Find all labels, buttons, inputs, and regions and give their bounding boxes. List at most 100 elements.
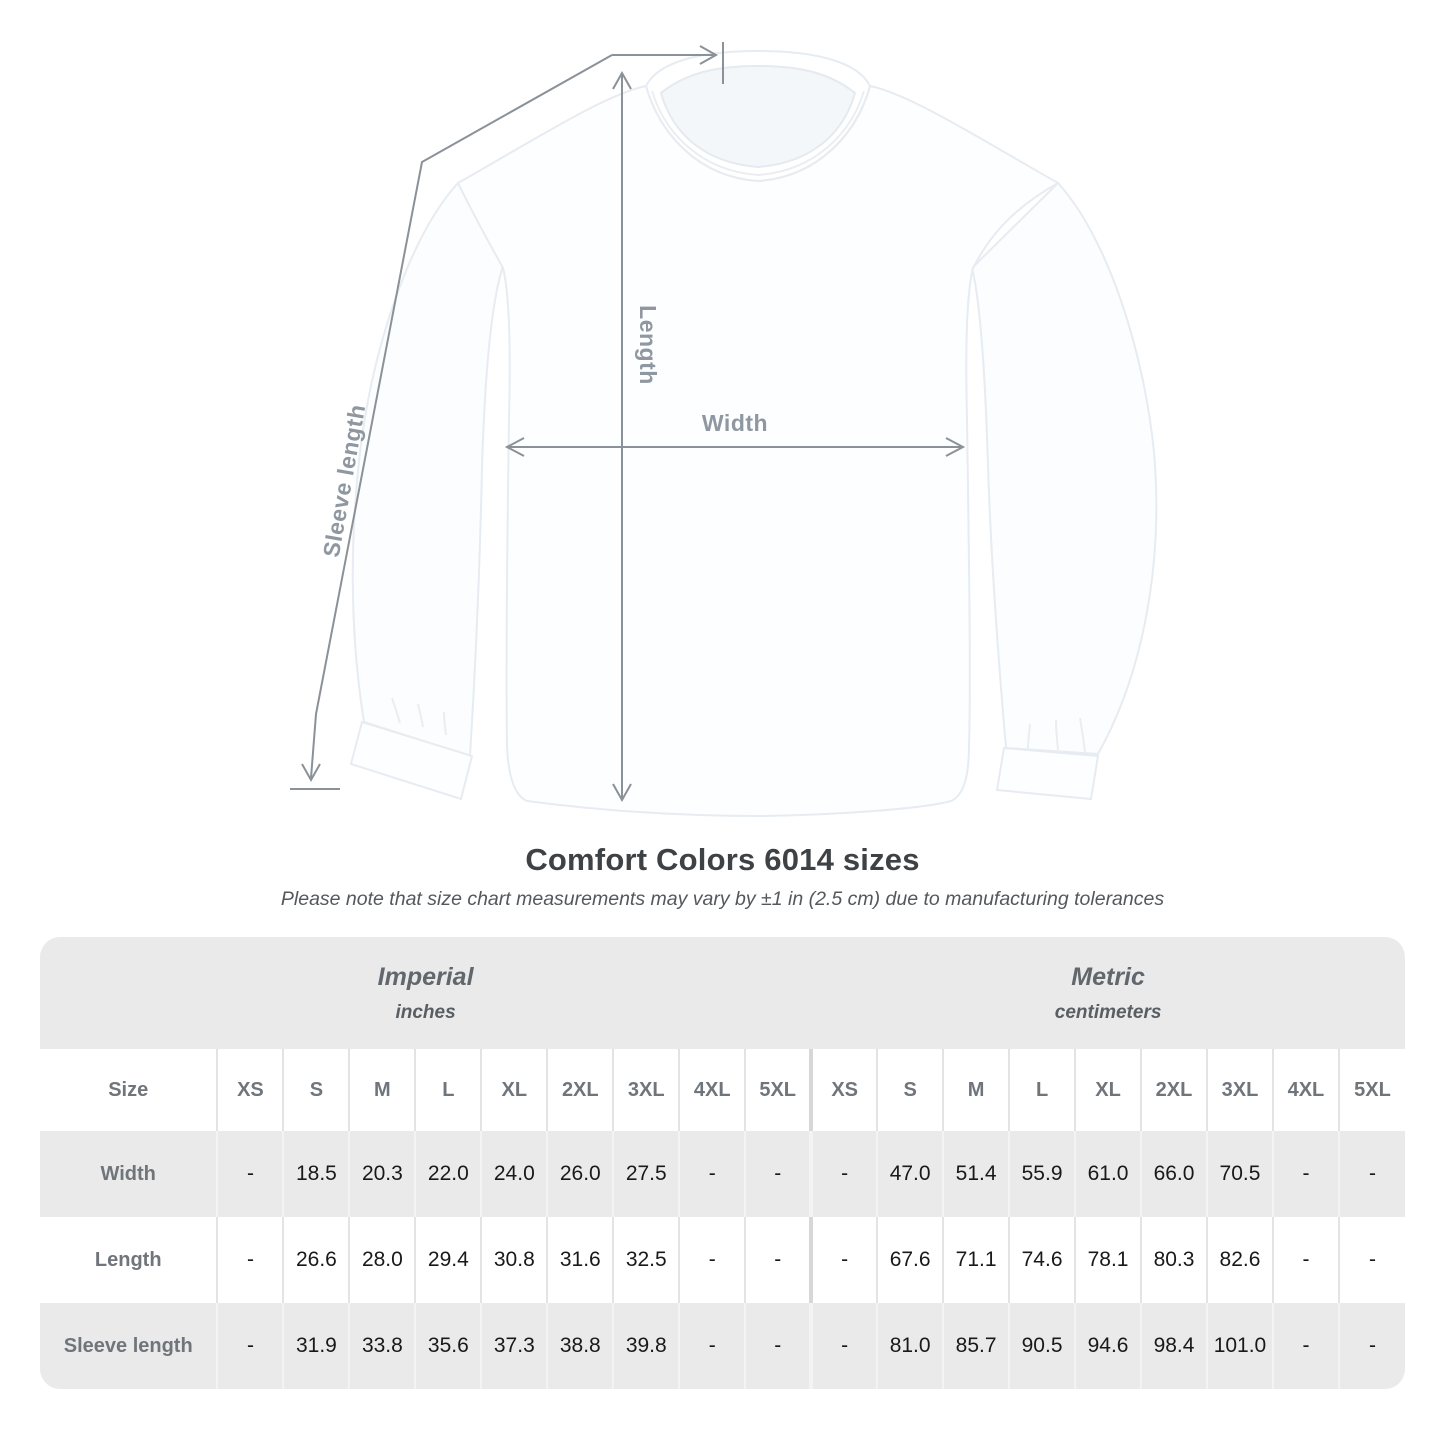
measurement-value-cell: 55.9 <box>1008 1131 1076 1217</box>
size-column-header: 4XL <box>1271 1049 1339 1131</box>
measurement-row: Sleeve length -31.9 33.8 35.6 37.3 38.8 39.8- -… <box>40 1303 1405 1389</box>
measurement-value-cell: - <box>216 1217 284 1303</box>
metric-unit-label: centimeters <box>1054 1001 1162 1023</box>
measurement-value-cell: 18.5 <box>282 1131 350 1217</box>
measurement-value-cell: 37.3 <box>480 1303 548 1389</box>
size-column-header: 2XL <box>546 1049 614 1131</box>
size-column-header: 5XL <box>744 1049 812 1131</box>
measurement-value-cell: - <box>216 1131 284 1217</box>
measurement-value-cell: - <box>1271 1131 1339 1217</box>
size-column-header: 2XL <box>1140 1049 1207 1131</box>
size-column-header: 3XL <box>1205 1049 1273 1131</box>
measurement-value-cell: 38.8 <box>546 1303 614 1389</box>
measurement-value-cell: 22.0 <box>414 1131 482 1217</box>
measurement-value-cell: - <box>1271 1217 1339 1303</box>
measurement-value-cell: 94.6 <box>1074 1303 1142 1389</box>
measurement-value-cell: 71.1 <box>942 1217 1010 1303</box>
size-column-header: M <box>348 1049 416 1131</box>
measurement-value-cell: - <box>1337 1217 1405 1303</box>
measurement-value-cell: - <box>678 1217 746 1303</box>
measurement-value-cell: 66.0 <box>1140 1131 1207 1217</box>
imperial-group-header: Imperial inches <box>40 937 812 1049</box>
measurement-value-cell: - <box>744 1303 812 1389</box>
metric-group-header: Metric centimeters <box>811 937 1405 1049</box>
measurement-value-cell: 24.0 <box>480 1131 548 1217</box>
measurement-value-cell: - <box>678 1131 746 1217</box>
size-column-header: XL <box>1074 1049 1142 1131</box>
size-column-header: M <box>942 1049 1010 1131</box>
measurement-value-cell: 70.5 <box>1205 1131 1273 1217</box>
measurement-value-cell: 29.4 <box>414 1217 482 1303</box>
measurement-row-label: Width <box>40 1131 218 1217</box>
measurement-value-cell: 28.0 <box>348 1217 416 1303</box>
measurement-row: Length -26.6 28.0 29.4 30.8 31.6 32.5- - -67.6 71… <box>40 1217 1405 1303</box>
size-column-header: 4XL <box>678 1049 746 1131</box>
measurement-value-cell: 74.6 <box>1008 1217 1076 1303</box>
measurement-value-cell: 47.0 <box>876 1131 944 1217</box>
page-title: Comfort Colors 6014 sizes <box>525 842 920 877</box>
left-cuff <box>349 720 474 801</box>
measurement-value-cell: 81.0 <box>876 1303 944 1389</box>
measurement-value-cell: 26.6 <box>282 1217 350 1303</box>
left-cuff-folds <box>391 697 447 736</box>
measurement-value-cell: 35.6 <box>414 1303 482 1389</box>
measurement-value-cell: - <box>1271 1303 1339 1389</box>
size-chart-container: Imperial inches Metric centimeters Size … <box>40 937 1405 1389</box>
measurement-value-cell: 85.7 <box>942 1303 1010 1389</box>
length-dimension-label: Length <box>635 305 661 385</box>
size-column-header: XL <box>480 1049 548 1131</box>
measurement-value-cell: - <box>678 1303 746 1389</box>
measurement-value-cell: 33.8 <box>348 1303 416 1389</box>
measurement-row-label: Sleeve length <box>40 1303 218 1389</box>
size-column-header: XS <box>809 1049 878 1131</box>
shirt-figure: Length Width Sleeve length <box>290 42 1158 818</box>
dimension-lines <box>290 42 966 803</box>
measurement-value-cell: 98.4 <box>1140 1303 1207 1389</box>
size-column-header: 5XL <box>1337 1049 1405 1131</box>
measurement-value-cell: 90.5 <box>1008 1303 1076 1389</box>
unit-group-header-row: Imperial inches Metric centimeters <box>40 937 1405 1049</box>
size-header-row: Size XS S M L XL 2XL 3XL 4XL 5XL XS S M L XL 2XL 3XL 4XL… <box>40 1049 1405 1131</box>
collar-opening <box>659 64 857 169</box>
measurement-value-cell: - <box>216 1303 284 1389</box>
measurement-value-cell: 67.6 <box>876 1217 944 1303</box>
size-column-header: L <box>414 1049 482 1131</box>
measurement-value-cell: 61.0 <box>1074 1131 1142 1217</box>
size-table: Imperial inches Metric centimeters Size … <box>40 937 1405 1389</box>
measurement-value-cell: 101.0 <box>1205 1303 1273 1389</box>
size-column-header: 3XL <box>612 1049 680 1131</box>
width-arrow-right <box>945 437 966 457</box>
sleeve-arrow-down <box>301 763 321 783</box>
measurement-value-cell: - <box>809 1217 878 1303</box>
size-header-label: Size <box>40 1049 218 1131</box>
measurement-value-cell: - <box>744 1217 812 1303</box>
measurement-value-cell: 51.4 <box>942 1131 1010 1217</box>
measurement-value-cell: 26.0 <box>546 1131 614 1217</box>
right-arrowhead <box>699 45 719 65</box>
measurement-row: Width -18.5 20.3 22.0 24.0 26.0 27.5- - -47.0 51.… <box>40 1131 1405 1217</box>
size-column-header: XS <box>216 1049 284 1131</box>
right-cuff-folds <box>1027 717 1086 754</box>
shirt-body <box>456 84 1061 818</box>
left-sleeve <box>351 181 505 758</box>
measurement-value-cell: - <box>809 1303 878 1389</box>
shirt-illustration <box>349 49 1158 818</box>
size-column-header: S <box>876 1049 944 1131</box>
measurement-value-cell: 39.8 <box>612 1303 680 1389</box>
length-arrow-down <box>612 783 632 803</box>
imperial-unit-label: inches <box>395 1001 456 1023</box>
right-cuff <box>995 746 1100 801</box>
imperial-label: Imperial <box>377 962 474 991</box>
measurement-value-cell: - <box>809 1131 878 1217</box>
shirt-diagram: Length Width Sleeve length <box>290 42 1158 818</box>
measurement-row-label: Length <box>40 1217 218 1303</box>
size-column-header: L <box>1008 1049 1076 1131</box>
measurement-value-cell: 31.6 <box>546 1217 614 1303</box>
measurement-value-cell: - <box>744 1131 812 1217</box>
measurement-value-cell: 82.6 <box>1205 1217 1273 1303</box>
measurement-value-cell: 32.5 <box>612 1217 680 1303</box>
size-column-header: S <box>282 1049 350 1131</box>
metric-label: Metric <box>1071 962 1145 991</box>
right-sleeve <box>970 181 1158 756</box>
